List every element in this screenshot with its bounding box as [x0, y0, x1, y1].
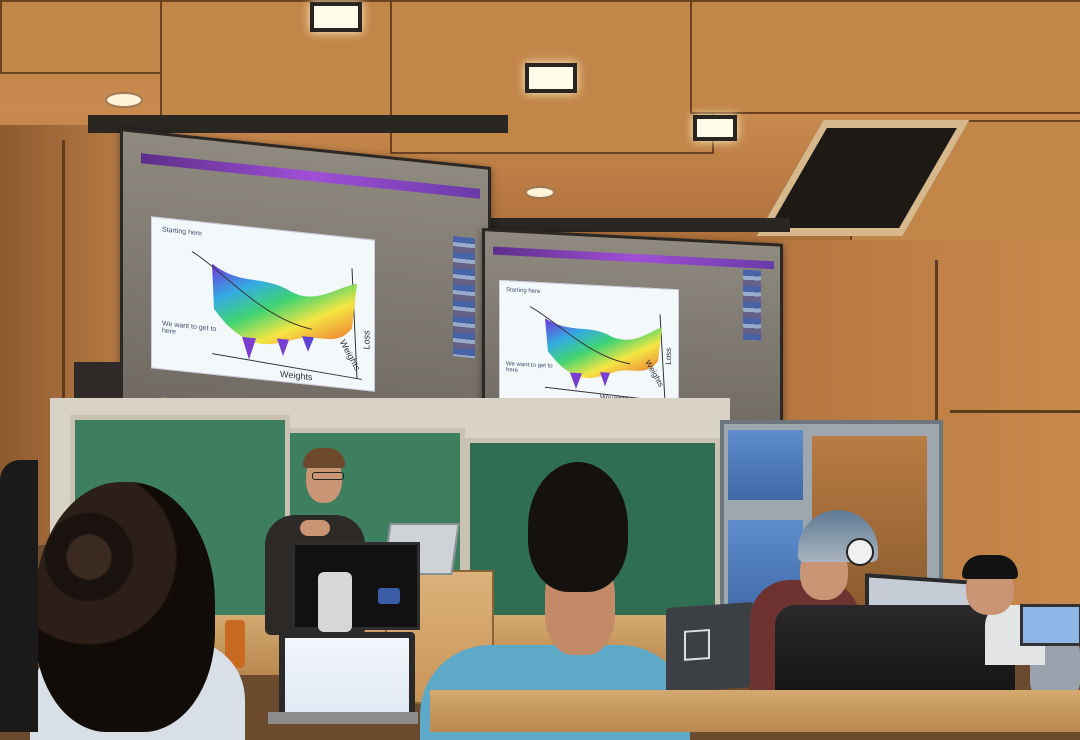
- laptop-lid: [666, 601, 754, 694]
- z-axis-label: Loss: [361, 329, 372, 350]
- loss-surface: [212, 263, 357, 345]
- cap-logo: [846, 538, 874, 566]
- screen-housing: [480, 218, 790, 232]
- laptop-base: [268, 712, 418, 724]
- loss-surface: [545, 318, 662, 379]
- laptop-logo: [684, 629, 710, 661]
- student-curly-hair: [35, 482, 215, 732]
- screen-housing: [88, 115, 508, 133]
- descent-path: [529, 306, 631, 365]
- backpack: [775, 605, 1015, 705]
- loss-minimum: [302, 336, 314, 352]
- ceiling-panel: [690, 0, 1080, 114]
- door-window: [728, 430, 803, 500]
- presenter-hair: [303, 448, 345, 468]
- student-dark-hair: [528, 462, 628, 592]
- loss-minimum: [277, 338, 289, 357]
- round-light: [525, 186, 555, 199]
- microphone-mount: [318, 572, 352, 632]
- side-panel: [743, 269, 761, 341]
- student-table: [430, 690, 1080, 732]
- slide: Starting here We want to get to here Wei…: [151, 216, 375, 392]
- x-axis-line: [211, 353, 363, 380]
- laptop-far-right: [1020, 604, 1080, 646]
- loss-minimum: [600, 372, 610, 387]
- water-bottle: [225, 620, 245, 668]
- foreground-shoulder: [0, 460, 38, 732]
- ceiling-light: [525, 63, 577, 93]
- loss-minimum: [570, 372, 582, 389]
- student-right-hair: [962, 555, 1018, 579]
- z-axis-label: Loss: [663, 347, 673, 365]
- browser-tab-bar: [493, 246, 774, 270]
- presenter-hand: [300, 520, 330, 536]
- student-laptop: [279, 632, 415, 724]
- side-panel: [453, 235, 475, 359]
- browser-tab-bar: [141, 153, 480, 199]
- loss-surface-plot: [191, 251, 363, 380]
- slide: Starting here We want to get to here Wei…: [499, 279, 679, 412]
- loss-minimum: [242, 336, 256, 360]
- ceiling-light: [310, 2, 362, 32]
- podium-monitor: [292, 542, 420, 630]
- round-light: [105, 92, 143, 108]
- ceiling-light: [693, 115, 737, 141]
- projection-screen-left: Starting here We want to get to here Wei…: [120, 128, 491, 463]
- descent-path: [191, 251, 313, 330]
- monitor-sticker: [378, 588, 400, 604]
- glasses: [312, 472, 344, 480]
- wall-seam: [950, 410, 1080, 413]
- speaker: [74, 362, 122, 400]
- loss-surface-plot: [529, 306, 669, 403]
- wall-seam: [62, 140, 65, 400]
